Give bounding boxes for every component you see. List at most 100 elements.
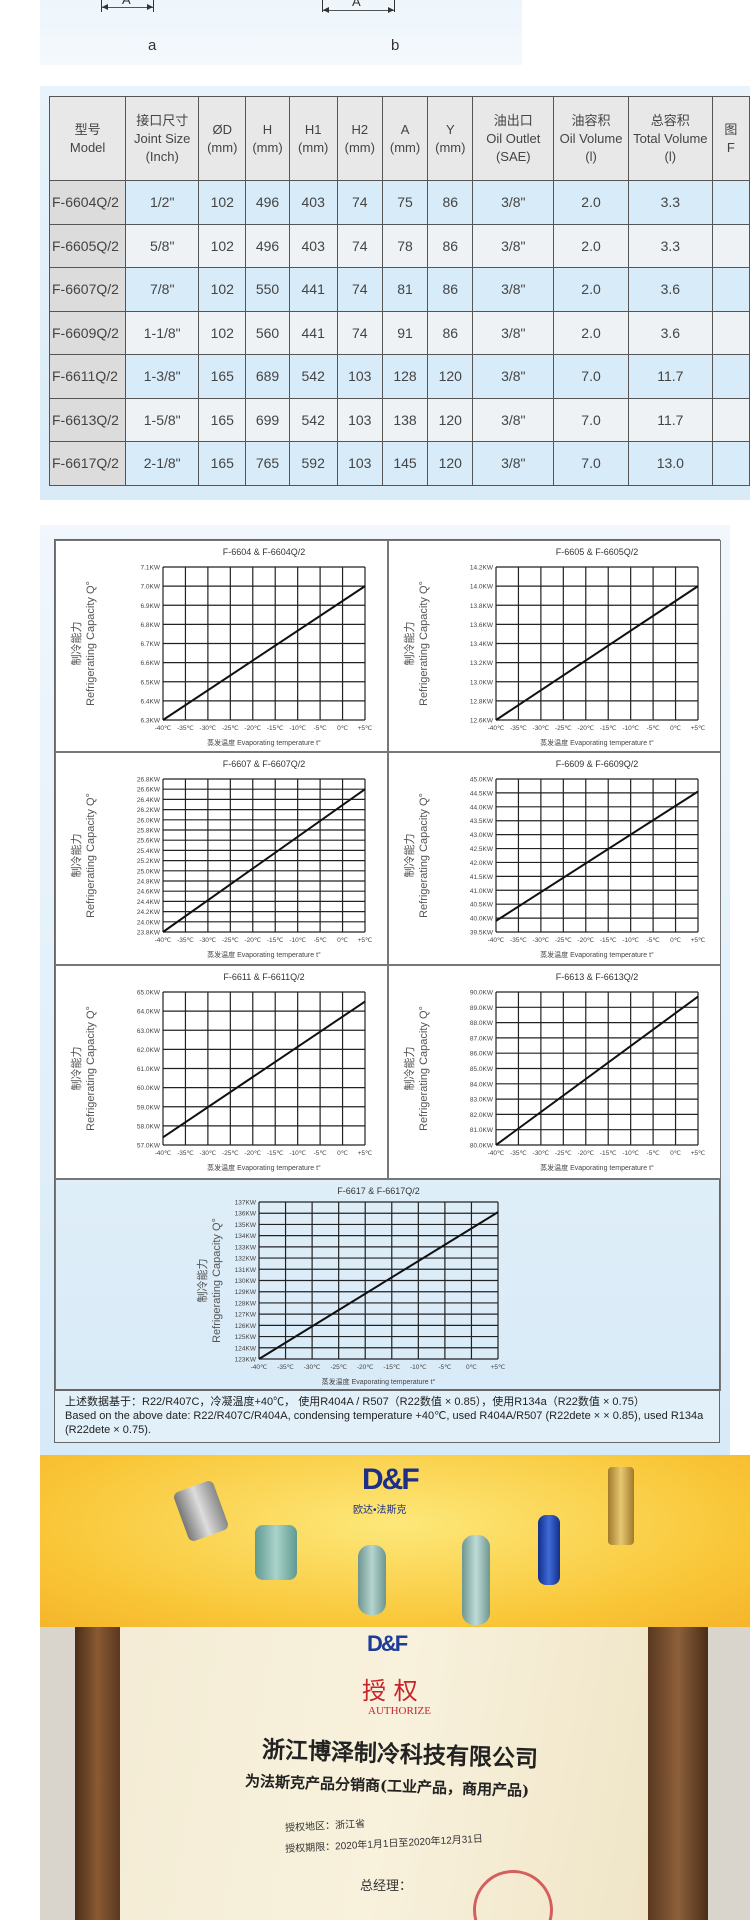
certificate-title-en: AUTHORIZE: [368, 1705, 431, 1717]
table-cell: 3/8": [472, 267, 555, 312]
column-header: A (mm): [381, 96, 429, 181]
column-header-line: 油容积: [571, 112, 611, 128]
table-cell: 7.0: [553, 397, 629, 442]
table-cell: 689: [245, 354, 290, 399]
table-cell: 75: [381, 180, 429, 225]
charts-grid: F-6604 & F-6604Q/2 6.3KW 6.4KW 6.5KW 6.6KW 6.…: [54, 539, 721, 1391]
y-axis-label-en: Refrigerating Capacity Q°: [418, 1006, 430, 1131]
table-cell: 3/8": [472, 354, 555, 399]
certificate-title-cn: 授 权: [362, 1677, 418, 1705]
y-tick-label: 26.6KW: [137, 787, 161, 794]
table-cell: 103: [336, 354, 383, 399]
x-tick-label: -25℃: [555, 725, 572, 732]
y-axis-label-en: Refrigerating Capacity Q°: [418, 793, 430, 918]
y-tick-label: 6.3KW: [140, 718, 160, 725]
table-row: F-6605Q/2 5/8" 102 496 403 74 78 86 3/8" 2.0 3.3: [48, 223, 750, 268]
y-tick-label: 6.9KW: [140, 603, 160, 610]
x-tick-label: 0℃: [670, 725, 682, 732]
x-tick-label: -5℃: [314, 725, 328, 732]
table-cell: 120: [427, 397, 474, 442]
table-row: F-6613Q/2 1-5/8" 165 699 542 103 138 120 3/8" 7.0…: [48, 397, 750, 442]
column-header-line: Oil Volume: [559, 130, 623, 146]
y-tick-label: 12.8KW: [470, 698, 494, 705]
y-tick-label: 135KW: [235, 1222, 257, 1229]
column-header-line: H2: [351, 121, 369, 137]
table-cell: 3.3: [627, 223, 713, 268]
y-tick-label: 45.0KW: [470, 777, 494, 784]
y-tick-label: 124KW: [235, 1345, 257, 1352]
column-header-line: H1: [304, 121, 322, 137]
x-tick-label: -25℃: [222, 1150, 239, 1157]
x-tick-label: +5℃: [358, 1150, 373, 1157]
table-row: F-6617Q/2 2-1/8" 165 765 592 103 145 120 3/8" 7.0…: [48, 441, 750, 486]
table-cell: 78: [381, 223, 429, 268]
chart-f-6609: F-6609 & F-6609Q/2 39.5KW 40.0KW 40.5KW 41.0…: [388, 752, 721, 965]
chart-title: F-6611 & F-6611Q/2: [223, 972, 304, 982]
column-header: ØD (mm): [198, 96, 247, 181]
table-row: F-6607Q/2 7/8" 102 550 441 74 81 86 3/8" 2.0 3.6: [48, 267, 750, 312]
y-tick-label: 24.0KW: [137, 919, 161, 926]
y-tick-label: 26.2KW: [137, 807, 161, 814]
x-tick-label: -40℃: [155, 725, 172, 732]
table-cell: 13.0: [627, 441, 713, 486]
y-tick-label: 127KW: [235, 1312, 257, 1319]
x-axis-label: 蒸发温度 Evaporating temperature t°: [207, 950, 321, 959]
x-tick-label: -35℃: [510, 937, 527, 944]
y-tick-label: 24.6KW: [137, 889, 161, 896]
product-banner: D&F 欧达•法斯克: [40, 1455, 750, 1627]
model-cell: F-6611Q/2: [48, 354, 127, 399]
y-tick-label: 6.6KW: [140, 660, 160, 667]
x-tick-label: -30℃: [200, 725, 217, 732]
table-cell: 102: [198, 223, 247, 268]
y-tick-label: 84.0KW: [470, 1081, 494, 1088]
table-cell: 560: [245, 310, 290, 355]
column-header-line: (mm): [435, 139, 466, 155]
column-header-line: Joint Size: [134, 130, 191, 146]
y-tick-label: 90.0KW: [470, 990, 494, 997]
x-tick-label: -35℃: [177, 725, 194, 732]
table-cell: 102: [198, 267, 247, 312]
product-image-filter-drier: [538, 1515, 560, 1585]
column-header: 接口尺寸 Joint Size (Inch): [125, 96, 200, 181]
y-tick-label: 85.0KW: [470, 1066, 494, 1073]
table-cell: 2-1/8": [125, 441, 200, 486]
x-tick-label: -10℃: [622, 937, 639, 944]
y-axis-label-cn: 制冷能力: [69, 1047, 83, 1091]
product-image-oil-separator: [255, 1525, 297, 1580]
y-tick-label: 125KW: [235, 1334, 257, 1341]
y-tick-label: 80.0KW: [470, 1143, 494, 1150]
x-tick-label: 0℃: [670, 937, 682, 944]
certificate-logo: D&F: [367, 1631, 408, 1656]
y-tick-label: 26.0KW: [137, 817, 161, 824]
table-cell: 3/8": [472, 180, 555, 225]
y-tick-label: 6.7KW: [140, 641, 160, 648]
y-tick-label: 40.5KW: [470, 902, 494, 909]
chart-f-6607: F-6607 & F-6607Q/2 23.8KW 24.0KW 24.2KW 24.4…: [55, 752, 388, 965]
x-tick-label: -20℃: [244, 1150, 261, 1157]
note-english: Based on the above date: R22/R407C/R404A…: [65, 1410, 704, 1436]
brand-logo: D&F: [362, 1463, 420, 1496]
y-tick-label: 130KW: [235, 1278, 257, 1285]
model-cell: F-6613Q/2: [48, 397, 127, 442]
x-tick-label: -15℃: [267, 1150, 284, 1157]
y-tick-label: 43.5KW: [470, 818, 494, 825]
column-header-line: Y: [445, 121, 455, 137]
y-tick-label: 42.0KW: [470, 860, 494, 867]
table-cell: 103: [336, 441, 383, 486]
column-header-line: ØD: [212, 121, 233, 137]
chart-f-6604: F-6604 & F-6604Q/2 6.3KW 6.4KW 6.5KW 6.6KW 6.…: [55, 540, 388, 752]
table-cell: 2.0: [553, 310, 629, 355]
table-cell: 91: [381, 310, 429, 355]
capacity-line: [162, 788, 366, 933]
y-tick-label: 136KW: [235, 1211, 257, 1218]
y-axis-label-en: Refrigerating Capacity Q°: [211, 1218, 223, 1343]
x-tick-label: +5℃: [358, 937, 373, 944]
authorization-certificate-photo: D&F 授 权 AUTHORIZE 浙江博泽制冷科技有限公司 为法斯克产品分销商…: [40, 1627, 750, 1920]
column-header-line: 油出口: [493, 112, 533, 128]
capacity-line: [495, 995, 699, 1146]
table-cell: 81: [381, 267, 429, 312]
table-cell: 128: [381, 354, 429, 399]
table-cell: 7.0: [553, 441, 629, 486]
table-cell: 3/8": [472, 223, 555, 268]
y-tick-label: 25.2KW: [137, 858, 161, 865]
